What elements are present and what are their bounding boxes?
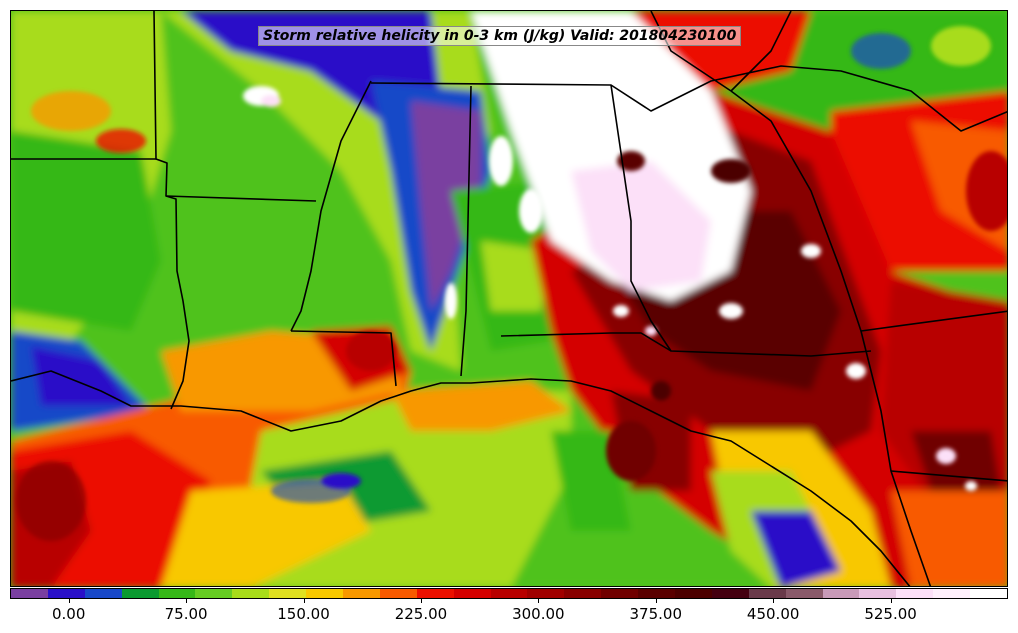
colorbar-segment: [84, 589, 122, 598]
colorbar-segment: [564, 589, 602, 598]
colorbar-tick-label: 0.00: [52, 605, 86, 623]
colorbar-segment: [601, 589, 639, 598]
colorbar-tick-label: 450.00: [746, 605, 800, 623]
helicity-field-svg: [11, 11, 1007, 586]
colorbar-segment: [121, 589, 159, 598]
colorbar-segment: [896, 589, 934, 598]
colorbar-segment: [970, 589, 1008, 598]
colorbar-segment: [785, 589, 823, 598]
colorbar-tick: [655, 599, 657, 603]
helicity-field: [11, 11, 1007, 586]
map-title: Storm relative helicity in 0-3 km (J/kg)…: [258, 26, 742, 46]
colorbar-tick-label: 525.00: [864, 605, 917, 623]
colorbar-tick-label: 75.00: [164, 605, 208, 623]
colorbar-segment: [859, 589, 897, 598]
colorbar-tick-label: 375.00: [629, 605, 683, 623]
colorbar-tick-label: 225.00: [394, 605, 448, 623]
colorbar-segment: [748, 589, 786, 598]
colorbar-segment: [638, 589, 676, 598]
helicity-blobs: [16, 26, 1007, 541]
colorbar-tick-label: 300.00: [512, 605, 565, 623]
colorbar-segment: [711, 589, 749, 598]
colorbar-segment: [232, 589, 270, 598]
helicity-map: Storm relative helicity in 0-3 km (J/kg)…: [10, 10, 1008, 587]
colorbar-segment: [933, 589, 971, 598]
colorbar-segment: [527, 589, 565, 598]
colorbar-segment: [379, 589, 417, 598]
colorbar-segment: [306, 589, 344, 598]
colorbar-segment: [416, 589, 454, 598]
colorbar-tick: [68, 599, 70, 603]
colorbar-segment: [343, 589, 380, 598]
colorbar-segment: [195, 589, 233, 598]
colorbar-tick: [773, 599, 775, 603]
colorbar-segment: [11, 589, 48, 598]
colorbar-segment: [822, 589, 860, 598]
colorbar-segment: [47, 589, 85, 598]
state-boundaries: [11, 11, 1007, 586]
colorbar-tick: [890, 599, 892, 603]
colorbar-tick: [420, 599, 422, 603]
colorbar: [10, 588, 1008, 599]
colorbar-segment: [490, 589, 528, 598]
colorbar-tick-label: 150.00: [277, 605, 330, 623]
colorbar-segment: [453, 589, 491, 598]
colorbar-tick: [303, 599, 305, 603]
colorbar-tick: [186, 599, 188, 603]
colorbar-segment: [158, 589, 196, 598]
colorbar-segment: [675, 589, 712, 598]
colorbar-tick: [538, 599, 540, 603]
colorbar-segment: [269, 589, 307, 598]
colorbar-ticks: 0.00 75.00 150.00 225.00 300.00 375.00 450.00 5…: [10, 599, 1008, 629]
